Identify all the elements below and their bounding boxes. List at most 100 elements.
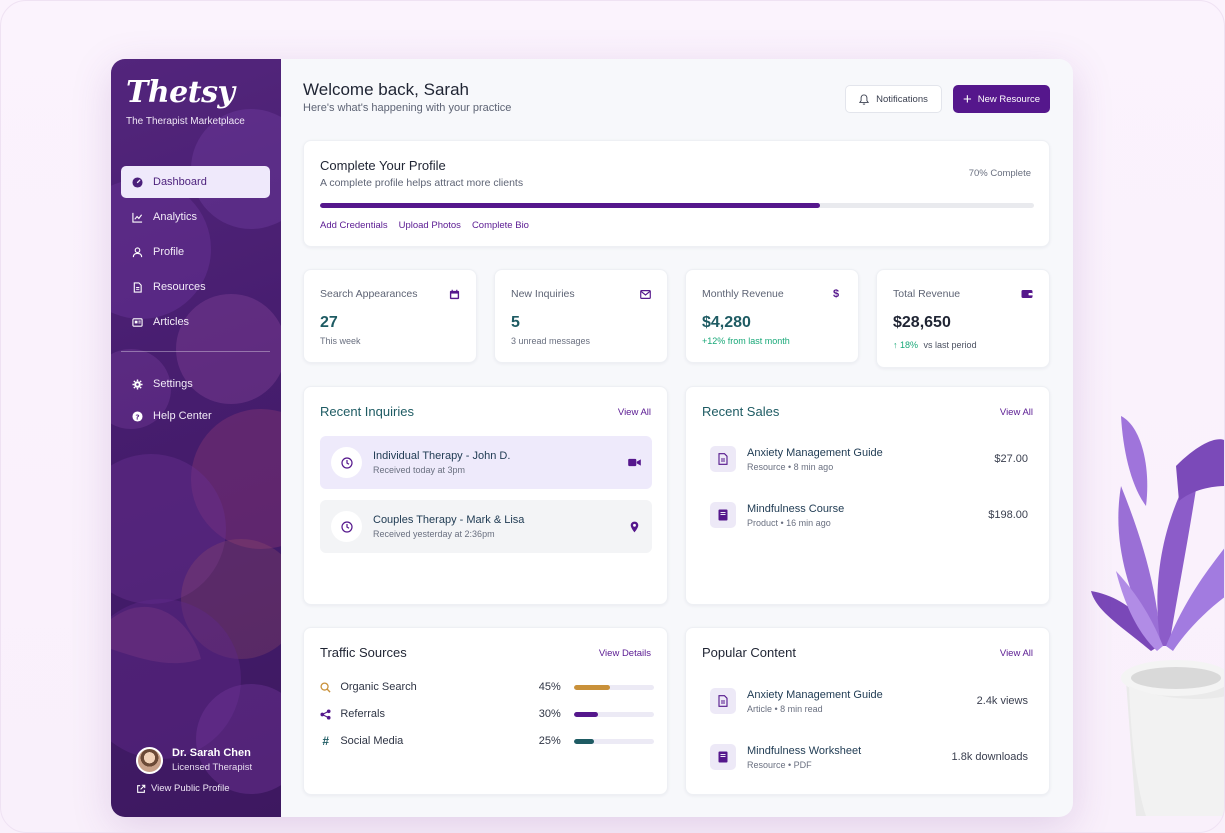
sidebar-item-settings[interactable]: Settings — [121, 368, 270, 400]
sidebar-item-label: Settings — [153, 378, 193, 390]
upload-photos-link[interactable]: Upload Photos — [398, 220, 461, 231]
traffic-source-fill — [573, 711, 598, 717]
bell-icon — [859, 93, 870, 105]
view-public-profile-label: View Public Profile — [151, 783, 230, 794]
inquiry-time: Received yesterday at 2:36pm — [373, 529, 495, 539]
traffic-source-row: # Social Media 25% — [320, 733, 655, 749]
svg-text:?: ? — [135, 412, 139, 421]
complete-bio-link[interactable]: Complete Bio — [471, 220, 529, 231]
stat-card-monthly-revenue: Monthly Revenue $ $4,280 +12% from last … — [685, 269, 859, 363]
sale-amount: $27.00 — [994, 453, 1028, 465]
user-name: Dr. Sarah Chen — [172, 747, 251, 759]
stat-label: Monthly Revenue — [702, 288, 784, 300]
view-all-sales-link[interactable]: View All — [999, 407, 1033, 418]
plus-icon: + — [962, 90, 972, 108]
sidebar-item-analytics[interactable]: Analytics — [121, 201, 270, 233]
recent-inquiries-panel: Recent Inquiries View All Individual The… — [303, 386, 668, 605]
sale-amount: $198.00 — [988, 509, 1028, 521]
content-meta: Article • 8 min read — [747, 703, 823, 714]
profile-card-description: A complete profile helps attract more cl… — [320, 177, 524, 189]
traffic-sources-panel: Traffic Sources View Details Organic Sea… — [303, 627, 668, 795]
sidebar-secondary-nav: Settings ? Help Center — [121, 368, 270, 432]
gear-icon — [132, 378, 143, 390]
content-item[interactable]: Anxiety Management Guide Article • 8 min… — [710, 686, 1028, 716]
content-title: Mindfulness Worksheet — [747, 744, 862, 757]
sidebar-item-label: Help Center — [153, 410, 212, 422]
inquiry-item[interactable]: Couples Therapy - Mark & Lisa Received y… — [320, 500, 652, 553]
sidebar: Thetsy The Therapist Marketplace Dashboa… — [111, 59, 281, 817]
traffic-source-row: Referrals 30% — [320, 706, 655, 722]
profile-progress-bar — [320, 203, 1034, 208]
add-credentials-link[interactable]: Add Credentials — [320, 220, 388, 231]
view-all-content-link[interactable]: View All — [999, 648, 1033, 659]
stat-label: Total Revenue — [893, 288, 961, 300]
content-item[interactable]: Mindfulness Worksheet Resource • PDF 1.8… — [710, 742, 1028, 772]
sidebar-item-profile[interactable]: Profile — [121, 236, 270, 268]
sidebar-item-dashboard[interactable]: Dashboard — [121, 166, 270, 198]
sidebar-nav: Dashboard Analytics Profile — [121, 166, 270, 341]
sale-meta: Resource • 8 min ago — [747, 461, 834, 472]
new-resource-button[interactable]: + New Resource — [953, 85, 1050, 113]
traffic-source-name: Organic Search — [340, 681, 417, 693]
notifications-button[interactable]: Notifications — [845, 85, 942, 113]
inquiry-title: Couples Therapy - Mark & Lisa — [373, 514, 525, 526]
stat-card-search-appearances: Search Appearances 27 This week — [303, 269, 477, 363]
help-icon: ? — [132, 410, 143, 422]
profile-completion-percent: 70% Complete — [968, 168, 1031, 179]
traffic-source-percent: 45% — [538, 681, 561, 693]
user-icon — [132, 246, 143, 258]
floral-background — [111, 59, 281, 817]
notifications-label: Notifications — [876, 93, 928, 105]
hashtag-icon: # — [322, 734, 329, 748]
sidebar-item-help-center[interactable]: ? Help Center — [121, 400, 270, 432]
document-icon — [710, 688, 736, 714]
view-public-profile-link[interactable]: View Public Profile — [136, 783, 230, 794]
sidebar-item-label: Profile — [153, 246, 185, 258]
brand-tagline: The Therapist Marketplace — [126, 116, 245, 127]
sidebar-item-label: Dashboard — [153, 176, 207, 188]
file-icon — [710, 744, 736, 770]
stat-sub: ↑ 18% vs last period — [893, 340, 977, 350]
user-profile[interactable]: Dr. Sarah Chen Licensed Therapist — [136, 747, 252, 774]
arrow-up-icon: ↑ — [893, 340, 898, 350]
clock-icon — [331, 447, 362, 478]
inquiry-time: Received today at 3pm — [373, 465, 466, 475]
sidebar-item-articles[interactable]: Articles — [121, 306, 270, 338]
recent-sales-panel: Recent Sales View All Anxiety Management… — [685, 386, 1050, 605]
stat-value: 27 — [320, 314, 338, 331]
search-icon — [320, 681, 331, 693]
view-details-link[interactable]: View Details — [598, 648, 651, 659]
stat-value: $28,650 — [893, 314, 951, 331]
new-resource-label: New Resource — [977, 93, 1041, 105]
traffic-source-bar — [573, 684, 655, 690]
dollar-icon: $ — [832, 288, 840, 300]
inquiry-title: Individual Therapy - John D. — [373, 450, 511, 462]
content-title: Anxiety Management Guide — [747, 688, 883, 701]
traffic-source-fill — [573, 738, 594, 744]
avatar — [136, 747, 163, 774]
panel-title: Popular Content — [702, 645, 796, 660]
profile-action-links: Add Credentials Upload Photos Complete B… — [320, 220, 529, 231]
book-icon — [710, 502, 736, 528]
traffic-source-name: Social Media — [340, 735, 404, 747]
traffic-source-fill — [573, 684, 610, 690]
user-role: Licensed Therapist — [172, 762, 253, 773]
traffic-source-name: Referrals — [340, 708, 385, 720]
sidebar-item-label: Articles — [153, 316, 190, 328]
newspaper-icon — [132, 317, 143, 328]
stat-sub: This week — [320, 336, 361, 346]
sale-meta: Product • 16 min ago — [747, 517, 831, 528]
profile-progress-fill — [320, 203, 820, 208]
stat-sub: +12% from last month — [702, 336, 790, 346]
page-subtitle: Here's what's happening with your practi… — [303, 102, 512, 114]
main-content: Welcome back, Sarah Here's what's happen… — [281, 59, 1073, 817]
inquiry-item[interactable]: Individual Therapy - John D. Received to… — [320, 436, 652, 489]
sale-item[interactable]: Anxiety Management Guide Resource • 8 mi… — [710, 444, 1028, 474]
view-all-inquiries-link[interactable]: View All — [617, 407, 651, 418]
traffic-source-bar — [573, 711, 655, 717]
sidebar-item-resources[interactable]: Resources — [121, 271, 270, 303]
sale-item[interactable]: Mindfulness Course Product • 16 min ago … — [710, 500, 1028, 530]
brand-logo[interactable]: Thetsy — [126, 75, 235, 110]
stat-card-total-revenue: Total Revenue $28,650 ↑ 18% vs last peri… — [876, 269, 1050, 368]
video-icon — [627, 456, 641, 470]
